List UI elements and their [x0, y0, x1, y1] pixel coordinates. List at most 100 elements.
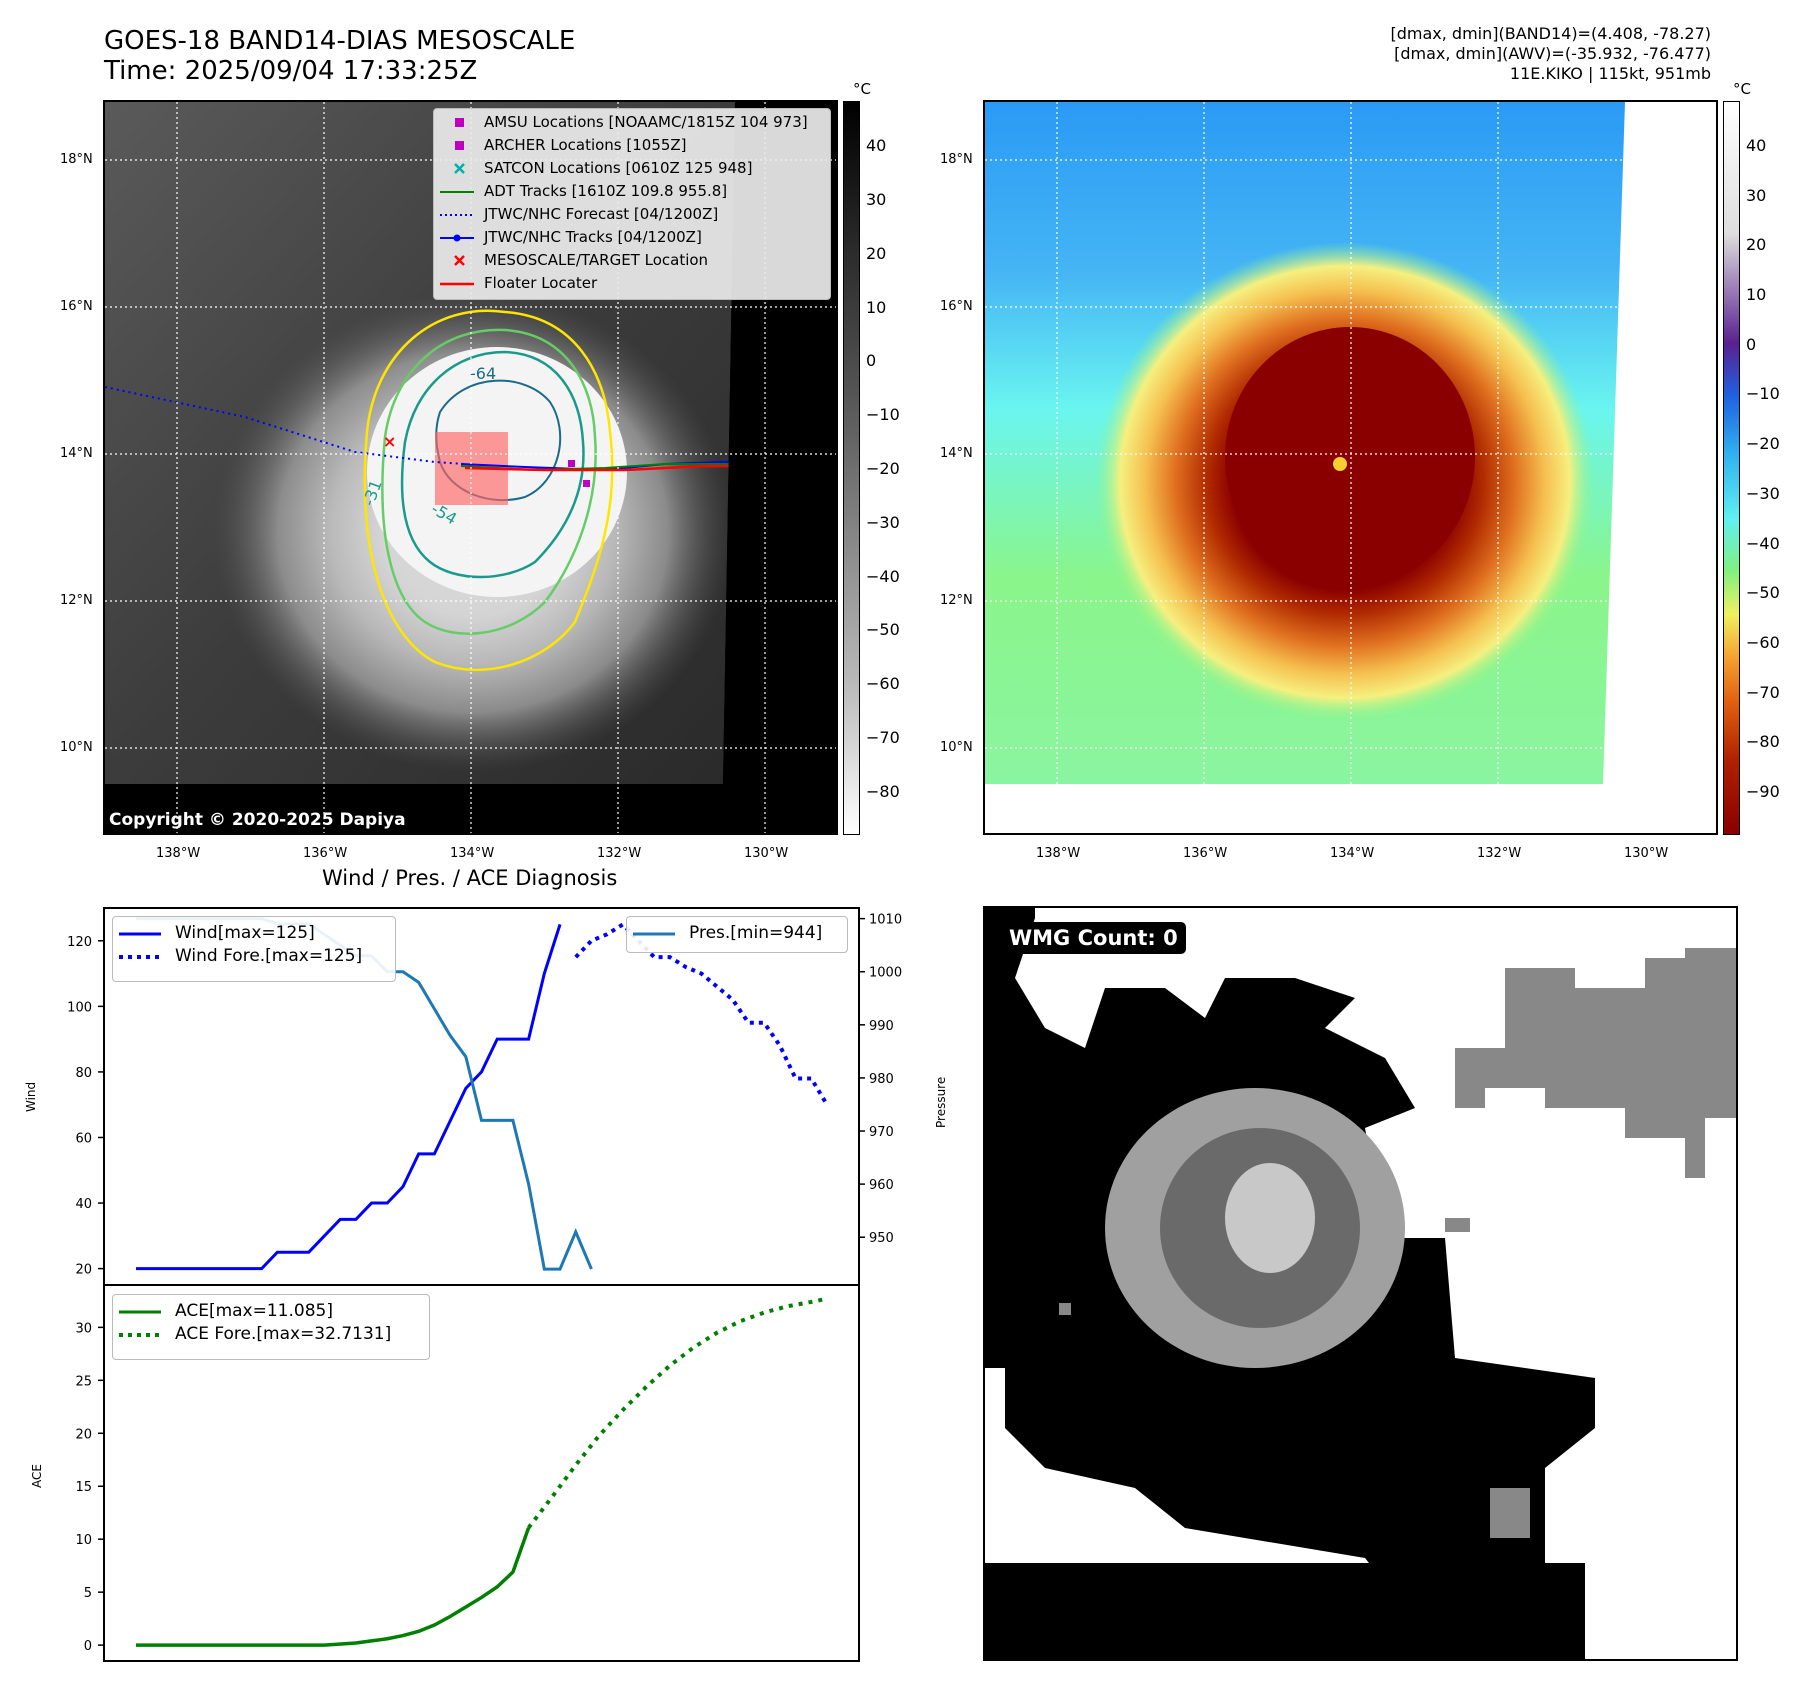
colorbar-tick-label: −70	[866, 728, 900, 748]
legend-item-archer: ARCHER Locations [1055Z]	[434, 134, 830, 157]
copyright-text: Copyright © 2020-2025 Dapiya	[109, 810, 406, 830]
legend-item-jtwc-tracks: JTWC/NHC Tracks [04/1200Z]	[434, 226, 830, 249]
ace-ylabel: ACE	[30, 1464, 44, 1488]
awv-eye	[1333, 457, 1347, 471]
colorbar-tick-label: −40	[866, 566, 900, 586]
ace-ytick-label: 5	[84, 1586, 92, 1601]
lon-label: 138°W	[1036, 846, 1081, 861]
colorbar-tick-label: −80	[866, 781, 900, 801]
ir-colorbar-unit: °C	[853, 80, 871, 98]
wind-legend: Wind[max=125] Wind Fore.[max=125]	[112, 916, 396, 982]
colorbar-tick-label: −50	[1746, 583, 1780, 603]
ir-map-panel: -64 -31 -54 × Copyright © 2020-2025 Dapi…	[103, 100, 838, 835]
colorbar-tick-label: 0	[1746, 334, 1757, 354]
wmg-count-badge: WMG Count: 0	[1001, 922, 1186, 954]
colorbar-tick-label: −10	[1746, 384, 1780, 404]
lat-label: 16°N	[940, 299, 973, 314]
legend-item-forecast: JTWC/NHC Forecast [04/1200Z]	[440, 205, 719, 223]
lat-label: 18°N	[60, 152, 93, 167]
contour-label: -64	[470, 364, 496, 383]
colorbar-tick-label: −40	[1746, 533, 1780, 553]
lon-label: 136°W	[1183, 846, 1228, 861]
awv-gridlines	[985, 102, 1716, 833]
legend-item-ace: ACE[max=11.085]	[119, 1301, 333, 1321]
ace-ytick-label: 0	[84, 1639, 92, 1654]
colorbar-tick-label: −10	[866, 405, 900, 425]
colorbar-tick-label: −20	[1746, 434, 1780, 454]
colorbar-tick-label: 30	[1746, 185, 1767, 205]
legend-item-satcon: SATCON Locations [0610Z 125 948]	[434, 157, 830, 180]
wmg-warm-region	[1490, 1488, 1530, 1538]
awv-map-panel	[983, 100, 1718, 835]
forecast-track	[105, 386, 466, 465]
wind-ytick-label: 120	[67, 935, 92, 950]
pressure-legend: Pres.[min=944]	[626, 916, 848, 953]
colorbar-tick-label: 40	[1746, 136, 1767, 156]
lon-label: 130°W	[744, 846, 789, 861]
pressure-ytick-label: 990	[869, 1019, 894, 1034]
colorbar-tick-label: 20	[1746, 235, 1767, 255]
ace-legend: ACE[max=11.085] ACE Fore.[max=32.7131]	[112, 1294, 430, 1360]
dmax-band14: [dmax, dmin](BAND14)=(4.408, -78.27)	[1390, 24, 1712, 43]
colorbar-tick-label: 30	[866, 189, 887, 209]
colorbar-tick-label: −20	[866, 459, 900, 478]
ir-legend: AMSU Locations [NOAAMC/1815Z 104 973] AR…	[433, 108, 831, 300]
awv-map-svg	[985, 102, 1716, 833]
diagnosis-title: Wind / Pres. / ACE Diagnosis	[322, 866, 618, 890]
legend-item-target: MESOSCALE/TARGET Location	[434, 249, 830, 272]
lat-label: 18°N	[940, 152, 973, 167]
ace-ytick-label: 20	[75, 1427, 92, 1442]
ace-ytick-label: 30	[75, 1321, 92, 1336]
legend-item-wind: Wind[max=125]	[119, 923, 315, 943]
colorbar-tick-label: 10	[1746, 285, 1767, 305]
contour-yellow	[363, 309, 614, 671]
wind-ytick-label: 80	[75, 1066, 92, 1081]
colorbar-tick-label: 40	[866, 136, 887, 156]
colorbar-tick-label: −60	[1746, 632, 1780, 652]
legend-item-amsu: AMSU Locations [NOAAMC/1815Z 104 973]	[434, 111, 830, 134]
lon-label: 134°W	[1330, 846, 1375, 861]
pressure-ytick-label: 1000	[869, 966, 902, 981]
colorbar-tick-label: −30	[1746, 483, 1780, 503]
colorbar-tick-label: −80	[1746, 732, 1780, 752]
ace-ytick-label: 15	[75, 1480, 92, 1495]
wmg-panel: WMG Count: 0	[983, 906, 1738, 1661]
lon-label: 132°W	[597, 846, 642, 861]
wind-ytick-label: 20	[75, 1263, 92, 1278]
colorbar-tick-label: −50	[866, 620, 900, 640]
pressure-ytick-label: 950	[869, 1231, 894, 1246]
wmg-eye	[1225, 1163, 1315, 1273]
wind-ylabel: Wind	[24, 1081, 38, 1112]
legend-item-pressure: Pres.[min=944]	[633, 923, 823, 943]
colorbar-tick-label: −90	[1746, 781, 1780, 801]
pressure-ylabel: Pressure	[934, 1076, 948, 1128]
legend-items: AMSU Locations [NOAAMC/1815Z 104 973] AR…	[434, 111, 830, 295]
legend-item-floater: Floater Locater	[440, 274, 598, 292]
lat-label: 14°N	[940, 446, 973, 461]
wmg-svg	[985, 908, 1736, 1659]
colorbar-tick-label: −70	[1746, 682, 1780, 702]
lat-label: 16°N	[60, 299, 93, 314]
chart-title: GOES-18 BAND14-DIAS MESOSCALE	[104, 26, 576, 56]
wmg-warm-region	[1455, 948, 1736, 1178]
ace-series-line-1	[527, 1296, 828, 1529]
lat-label: 12°N	[60, 593, 93, 608]
archer-marker	[583, 480, 590, 487]
wmg-warm-region	[1445, 1218, 1470, 1232]
storm-info: 11E.KIKO | 115kt, 951mb	[1509, 64, 1711, 83]
legend-item-wind-fore: Wind Fore.[max=125]	[119, 946, 363, 966]
lat-label: 10°N	[60, 740, 93, 755]
colorbar-tick-label: 0	[866, 351, 877, 371]
wind-ytick-label: 100	[67, 1000, 92, 1015]
awv-colorbar	[1723, 101, 1740, 835]
timestamp: Time: 2025/09/04 17:33:25Z	[104, 56, 478, 86]
awv-colorbar-unit: °C	[1733, 80, 1751, 98]
lon-label: 136°W	[303, 846, 348, 861]
wmg-cold-region	[985, 1563, 1585, 1659]
colorbar-tick-label: 10	[866, 297, 887, 317]
wind-ytick-label: 40	[75, 1197, 92, 1212]
target-marker: ×	[383, 432, 396, 451]
colorbar-tick-label: −60	[866, 674, 900, 694]
ace-ytick-label: 10	[75, 1533, 92, 1548]
pressure-ytick-label: 960	[869, 1178, 894, 1193]
